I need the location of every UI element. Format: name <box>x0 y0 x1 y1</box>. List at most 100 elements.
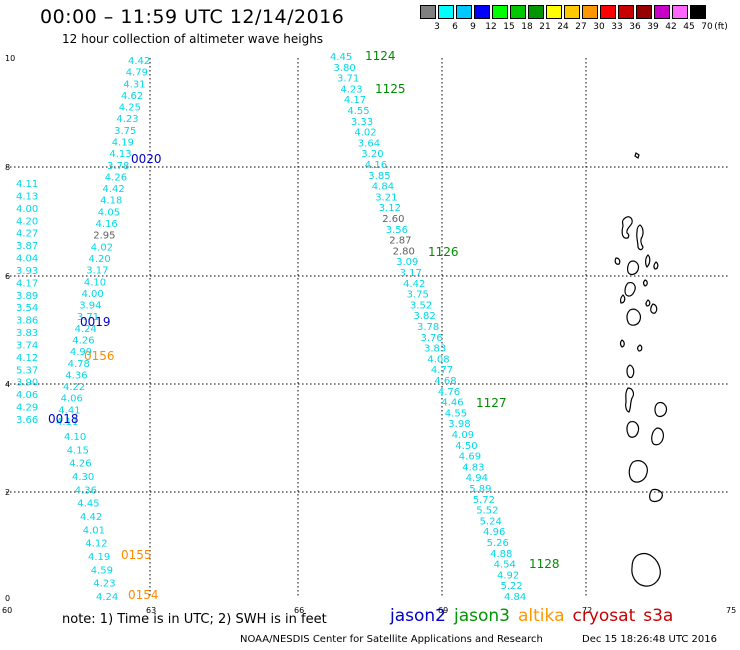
wave-height-label: 4.19 <box>88 552 110 563</box>
footer-note: note: 1) Time is in UTC; 2) SWH is in fe… <box>62 612 327 627</box>
scale-label: 18 <box>521 22 533 32</box>
wave-height-label: 4.06 <box>61 394 83 405</box>
wave-height-label: 4.41 <box>58 405 80 416</box>
x-tick-label: 60 <box>2 606 12 615</box>
x-tick-label: 63 <box>146 606 156 615</box>
scale-swatch <box>654 5 670 19</box>
wave-height-label: 4.05 <box>98 207 120 218</box>
scale-label: 30 <box>593 22 605 32</box>
wave-height-label: 4.30 <box>72 472 94 483</box>
wave-height-label: 3.93 <box>16 266 38 277</box>
scale-label: 45 <box>683 22 695 32</box>
wave-height-label: 3.75 <box>114 126 136 137</box>
y-tick-label: 2 <box>5 488 10 497</box>
wave-height-label: 4.29 <box>16 403 38 414</box>
wave-height-label: 3.83 <box>16 328 38 339</box>
wave-height-label: 4.02 <box>354 128 376 139</box>
wave-height-label: 3.74 <box>16 341 38 352</box>
wave-height-label: 3.75 <box>407 290 429 301</box>
wave-height-label: 4.24 <box>96 592 118 603</box>
x-tick-label: 72 <box>582 606 592 615</box>
wave-height-label: 4.13 <box>109 149 131 160</box>
wave-height-label: 4.79 <box>126 68 148 79</box>
scale-swatch <box>690 5 706 19</box>
wave-height-label: 3.76 <box>421 333 443 344</box>
scale-swatch <box>636 5 652 19</box>
pass-time-label: 1124 <box>365 49 396 63</box>
wave-height-label: 4.68 <box>434 376 456 387</box>
wave-height-label: 3.83 <box>424 344 446 355</box>
wave-height-label: 3.94 <box>79 301 101 312</box>
wave-height-label: 3.89 <box>16 291 38 302</box>
scale-label: 12 <box>485 22 497 32</box>
wave-height-label: 3.82 <box>414 311 436 322</box>
y-tick-label: 0 <box>5 594 10 603</box>
wave-height-label: 3.78 <box>107 161 129 172</box>
wave-height-label: 4.15 <box>67 445 89 456</box>
wave-height-label: 4.54 <box>494 560 516 571</box>
wave-height-label: 4.19 <box>112 138 134 149</box>
pass-time-label: 1125 <box>375 82 406 96</box>
wave-height-label: 4.23 <box>340 84 362 95</box>
y-tick-label: 10 <box>5 54 15 63</box>
scale-swatch <box>600 5 616 19</box>
scale-label: 9 <box>470 22 476 32</box>
wave-height-label: 3.80 <box>334 63 356 74</box>
wave-height-label: 4.11 <box>16 179 38 190</box>
scale-swatch <box>528 5 544 19</box>
y-tick-label: 4 <box>5 380 10 389</box>
map-title: 00:00 – 11:59 UTC 12/14/2016 <box>40 6 345 28</box>
wave-height-label: 4.45 <box>330 52 352 63</box>
legend-item: altika <box>518 606 565 626</box>
scale-swatch <box>420 5 436 19</box>
wave-height-label: 4.17 <box>344 95 366 106</box>
scale-label: 15 <box>503 22 515 32</box>
wave-height-label: 3.71 <box>77 312 99 323</box>
wave-height-label: 4.02 <box>91 242 113 253</box>
wave-height-label: 4.12 <box>85 539 107 550</box>
wave-height-label: 4.12 <box>16 353 38 364</box>
wave-height-label: 3.52 <box>410 300 432 311</box>
wave-height-label: 4.42 <box>80 512 102 523</box>
wave-height-label: 4.88 <box>490 549 512 560</box>
pass-time-label: 1126 <box>428 245 459 259</box>
wave-height-label: 4.46 <box>441 398 463 409</box>
wave-height-label: 5.72 <box>473 495 495 506</box>
wave-height-label: 4.23 <box>116 114 138 125</box>
wave-height-label: 2.95 <box>93 231 115 242</box>
scale-label: 36 <box>629 22 641 32</box>
scale-swatch <box>564 5 580 19</box>
wave-height-label: 4.11 <box>56 417 78 428</box>
wave-height-label: 4.24 <box>75 324 97 335</box>
wave-height-label: 5.22 <box>501 581 523 592</box>
wave-height-label: 4.16 <box>96 219 118 230</box>
wave-height-label: 4.42 <box>128 56 150 67</box>
wave-height-label: 5.89 <box>469 484 491 495</box>
wave-height-label: 4.00 <box>82 289 104 300</box>
wave-height-label: 5.26 <box>487 538 509 549</box>
wave-height-label: 3.17 <box>400 268 422 279</box>
legend-item: jason3 <box>454 606 510 626</box>
pass-time-label: 0155 <box>121 548 152 562</box>
wave-height-label: 3.21 <box>375 192 397 203</box>
pass-time-label: 0018 <box>48 412 79 426</box>
wave-height-label: 3.86 <box>16 316 38 327</box>
wave-height-label: 4.01 <box>83 525 105 536</box>
wave-height-label: 2.87 <box>389 236 411 247</box>
wave-height-label: 4.27 <box>16 229 38 240</box>
timestamp: Dec 15 18:26:48 UTC 2016 <box>582 634 717 645</box>
wave-height-label: 5.52 <box>476 506 498 517</box>
scale-label: 42 <box>665 22 677 32</box>
scale-label: 6 <box>452 22 458 32</box>
wave-height-label: 4.36 <box>75 485 97 496</box>
wave-height-label: 4.78 <box>68 359 90 370</box>
wave-height-label: 3.90 <box>16 378 38 389</box>
wave-height-label: 4.26 <box>105 173 127 184</box>
wave-height-label: 4.26 <box>72 336 94 347</box>
wave-height-label: 2.60 <box>382 214 404 225</box>
scale-swatch <box>492 5 508 19</box>
wave-height-label: 4.22 <box>63 382 85 393</box>
x-tick-label: 75 <box>726 606 736 615</box>
wave-height-label: 5.37 <box>16 365 38 376</box>
x-tick-label: 69 <box>438 606 448 615</box>
